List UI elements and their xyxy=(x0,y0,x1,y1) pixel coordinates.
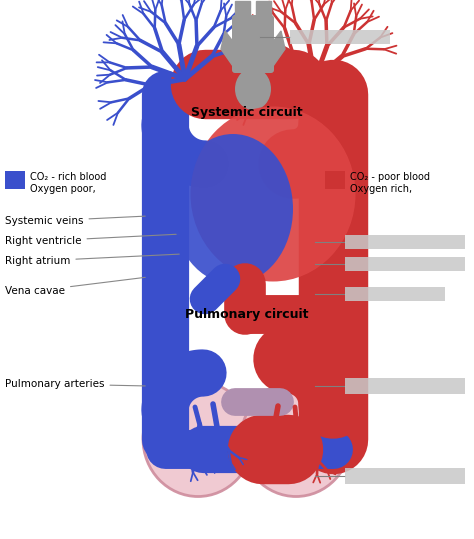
FancyBboxPatch shape xyxy=(345,468,465,484)
Text: CO₂ - poor blood: CO₂ - poor blood xyxy=(350,172,430,182)
Text: Systemic veins: Systemic veins xyxy=(5,216,145,226)
Text: Systemic circuit: Systemic circuit xyxy=(191,106,303,119)
Polygon shape xyxy=(256,1,271,18)
Ellipse shape xyxy=(191,107,356,281)
Ellipse shape xyxy=(173,134,293,284)
Ellipse shape xyxy=(235,68,271,110)
Ellipse shape xyxy=(143,382,253,496)
FancyBboxPatch shape xyxy=(290,30,390,44)
FancyBboxPatch shape xyxy=(345,235,465,249)
FancyBboxPatch shape xyxy=(345,378,465,394)
FancyBboxPatch shape xyxy=(345,257,465,271)
Text: Oxygen rich,: Oxygen rich, xyxy=(350,184,412,194)
FancyBboxPatch shape xyxy=(345,287,445,301)
Text: Oxygen poor,: Oxygen poor, xyxy=(30,184,96,194)
Text: Pulmonary circuit: Pulmonary circuit xyxy=(185,308,309,321)
Text: Pulmonary arteries: Pulmonary arteries xyxy=(5,379,145,389)
Text: Right ventricle: Right ventricle xyxy=(5,234,179,246)
FancyBboxPatch shape xyxy=(5,171,25,189)
Text: Right atrium: Right atrium xyxy=(5,254,179,266)
FancyBboxPatch shape xyxy=(325,171,345,189)
Ellipse shape xyxy=(241,382,351,496)
Text: Vena cavae: Vena cavae xyxy=(5,278,145,296)
FancyBboxPatch shape xyxy=(232,15,274,73)
Polygon shape xyxy=(235,1,250,18)
Polygon shape xyxy=(221,31,237,69)
Text: CO₂ - rich blood: CO₂ - rich blood xyxy=(30,172,106,182)
Polygon shape xyxy=(269,31,285,69)
